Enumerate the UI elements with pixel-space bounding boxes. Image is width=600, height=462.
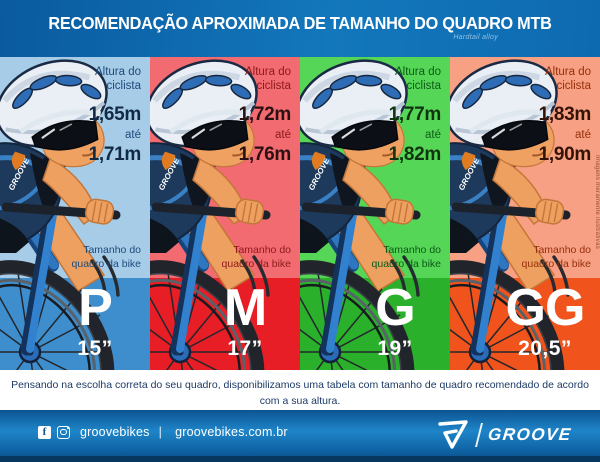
page-title: RECOMENDAÇÃO APROXIMADA DE TAMANHO DO QU… bbox=[21, 13, 579, 34]
height-between-label: até bbox=[425, 129, 441, 141]
header-subtitle: Hardtail alloy bbox=[453, 34, 498, 41]
height-label: Altura do ciclista bbox=[94, 66, 141, 93]
brand-wordmark: GROOVE bbox=[487, 425, 574, 444]
size-columns: Altura do ciclista 1,65m até 1,71m Taman… bbox=[0, 57, 600, 370]
height-max: 1,71m bbox=[88, 144, 142, 165]
column-size-g: Altura do ciclista 1,77m até 1,82m Taman… bbox=[300, 57, 450, 370]
size-inches: 15” bbox=[77, 337, 113, 360]
frame-size-label: Tamanho do quadro da bike bbox=[71, 244, 141, 270]
frame-size-value: G 19” bbox=[340, 278, 450, 370]
height-min: 1,65m bbox=[88, 104, 142, 125]
column-size-gg: Altura do ciclista 1,83m até 1,90m Taman… bbox=[450, 57, 600, 370]
height-between-label: até bbox=[275, 129, 291, 141]
info-text: Pensando na escolha correta do seu quadr… bbox=[0, 370, 600, 424]
social-block: f groovebikes | groovebikes.com.br bbox=[38, 425, 288, 439]
height-min: 1,83m bbox=[538, 104, 592, 125]
size-letter: GG bbox=[505, 279, 586, 337]
footer-separator: | bbox=[158, 425, 163, 439]
size-inches: 17” bbox=[227, 337, 263, 360]
frame-size-value: GG 20,5” bbox=[490, 278, 600, 370]
logo-divider bbox=[475, 423, 484, 447]
footer-edge bbox=[0, 456, 600, 462]
instagram-icon bbox=[57, 425, 70, 439]
header: RECOMENDAÇÃO APROXIMADA DE TAMANHO DO QU… bbox=[0, 0, 600, 57]
height-between-label: até bbox=[125, 129, 141, 141]
height-max: 1,90m bbox=[538, 144, 592, 165]
page-title-text: RECOMENDAÇÃO APROXIMADA DE TAMANHO DO QU… bbox=[48, 13, 518, 33]
frame-size-label: Tamanho do quadro da bike bbox=[221, 244, 291, 270]
frame-size-label: Tamanho do quadro da bike bbox=[521, 244, 591, 270]
frame-size-value: P 15” bbox=[40, 278, 150, 370]
height-min: 1,72m bbox=[238, 104, 292, 125]
website-url: groovebikes.com.br bbox=[175, 425, 288, 439]
size-letter: M bbox=[223, 279, 267, 337]
size-letter: G bbox=[375, 279, 415, 337]
frame-size-label: Tamanho do quadro da bike bbox=[371, 244, 441, 270]
page-title-mtb: MTB bbox=[517, 13, 552, 33]
height-max: 1,76m bbox=[238, 144, 292, 165]
size-inches: 20,5” bbox=[518, 337, 572, 360]
height-max: 1,82m bbox=[388, 144, 442, 165]
info-line-1: Pensando na escolha correta do seu quadr… bbox=[11, 379, 589, 408]
column-size-p: Altura do ciclista 1,65m até 1,71m Taman… bbox=[0, 57, 150, 370]
groove-logo: GROOVE bbox=[436, 420, 574, 450]
height-label: Altura do ciclista bbox=[544, 66, 591, 93]
social-handle: groovebikes bbox=[80, 425, 150, 439]
size-inches: 19” bbox=[377, 337, 413, 360]
image-disclaimer: Imagens meramente ilustrativas bbox=[594, 155, 600, 250]
frame-size-value: M 17” bbox=[190, 278, 300, 370]
column-size-m: Altura do ciclista 1,72m até 1,76m Taman… bbox=[150, 57, 300, 370]
height-min: 1,77m bbox=[388, 104, 442, 125]
height-between-label: até bbox=[575, 129, 591, 141]
groove-emblem-icon bbox=[438, 420, 469, 449]
size-letter: P bbox=[78, 279, 113, 337]
facebook-icon: f bbox=[38, 425, 51, 439]
height-label: Altura do ciclista bbox=[244, 66, 291, 93]
footer: f groovebikes | groovebikes.com.br GROOV… bbox=[0, 410, 600, 462]
height-label: Altura do ciclista bbox=[394, 66, 441, 93]
